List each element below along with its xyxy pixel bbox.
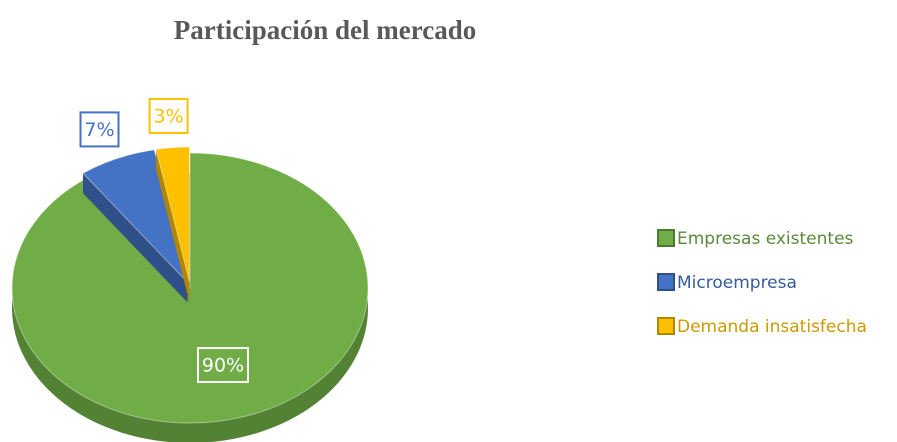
slice-side [156,149,190,303]
legend-swatch [657,229,675,247]
data-label-box [148,97,189,134]
chart-title: Participación del mercado [174,15,476,45]
legend-swatch [657,317,675,335]
data-label: 3% [153,105,183,127]
legend-label: Demanda insatisfecha [677,317,867,337]
pie-slice [11,152,369,424]
pie-slice [155,146,190,283]
data-label-box [79,111,120,148]
data-label: 7% [84,119,114,141]
slice-side [82,173,188,303]
legend-label: Microempresa [677,273,797,293]
legend-label: Empresas existentes [677,229,854,249]
data-label: 90% [202,355,244,377]
legend-swatch [657,273,675,291]
data-label-box [197,347,250,384]
